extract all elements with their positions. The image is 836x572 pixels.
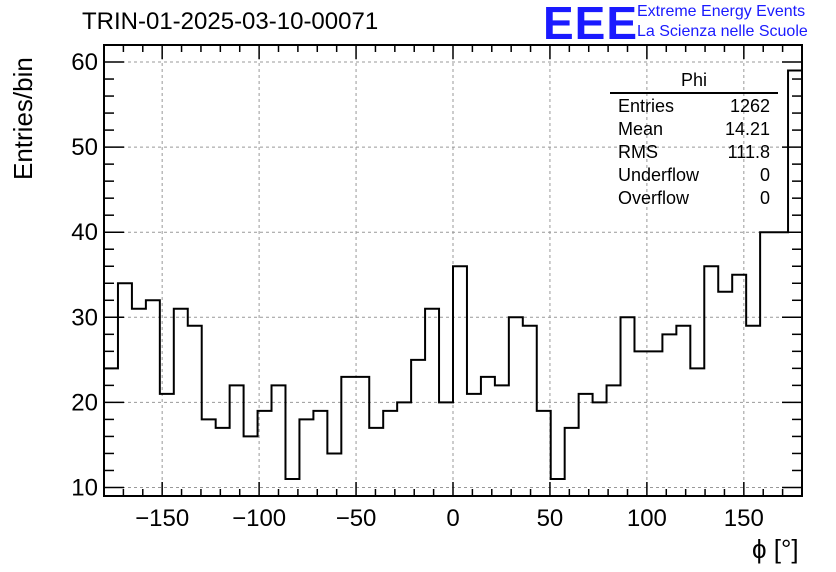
stats-row-mean: Mean 14.21 <box>610 118 778 141</box>
plot-frame <box>103 44 803 497</box>
stats-title: Phi <box>610 70 778 94</box>
histogram-series-phi <box>104 69 802 480</box>
stats-value: 14.21 <box>724 119 770 139</box>
y-tick-label: 10 <box>71 474 98 501</box>
stats-box: Phi Entries 1262 Mean 14.21 RMS 111.8 Un… <box>610 70 778 210</box>
stats-value: 111.8 <box>727 142 770 162</box>
y-tick-label: 40 <box>71 219 98 246</box>
y-axis-label: Entries/bin <box>8 57 38 180</box>
stats-value: 0 <box>759 188 770 208</box>
logo-text-line2: La Scienza nelle Scuole <box>637 23 808 40</box>
stats-label: Overflow <box>618 188 690 208</box>
stats-label: Underflow <box>618 165 700 185</box>
axis-ticks <box>104 44 802 496</box>
x-tick-label: −150 <box>135 505 189 532</box>
stats-label: Entries <box>618 96 675 116</box>
x-tick-label: 0 <box>446 505 459 532</box>
stats-label: RMS <box>618 142 658 162</box>
stats-row-overflow: Overflow 0 <box>610 187 778 210</box>
y-tick-label: 20 <box>71 389 98 416</box>
x-axis-label: ϕ [°] <box>752 534 799 564</box>
x-tick-label: 100 <box>627 505 667 532</box>
stats-row-underflow: Underflow 0 <box>610 164 778 187</box>
tick-labels: −150 −100 −50 0 50 100 150 10 20 30 40 50 60 <box>71 49 764 532</box>
x-tick-label: −50 <box>336 505 377 532</box>
stats-label: Mean <box>618 119 664 139</box>
y-tick-label: 50 <box>71 134 98 161</box>
y-tick-label: 60 <box>71 49 98 76</box>
chart-title: TRIN-01-2025-03-10-00071 <box>82 8 379 35</box>
y-tick-label: 30 <box>71 304 98 331</box>
stats-value: 1262 <box>729 96 770 116</box>
eee-logo-icon: EEE <box>543 0 639 49</box>
x-tick-label: −100 <box>232 505 286 532</box>
x-tick-label: 50 <box>537 505 564 532</box>
stats-row-entries: Entries 1262 <box>610 95 778 118</box>
logo-text-line1: Extreme Energy Events <box>637 3 806 20</box>
stats-row-rms: RMS 111.8 <box>610 141 778 164</box>
x-tick-label: 150 <box>724 505 764 532</box>
stats-value: 0 <box>759 165 770 185</box>
